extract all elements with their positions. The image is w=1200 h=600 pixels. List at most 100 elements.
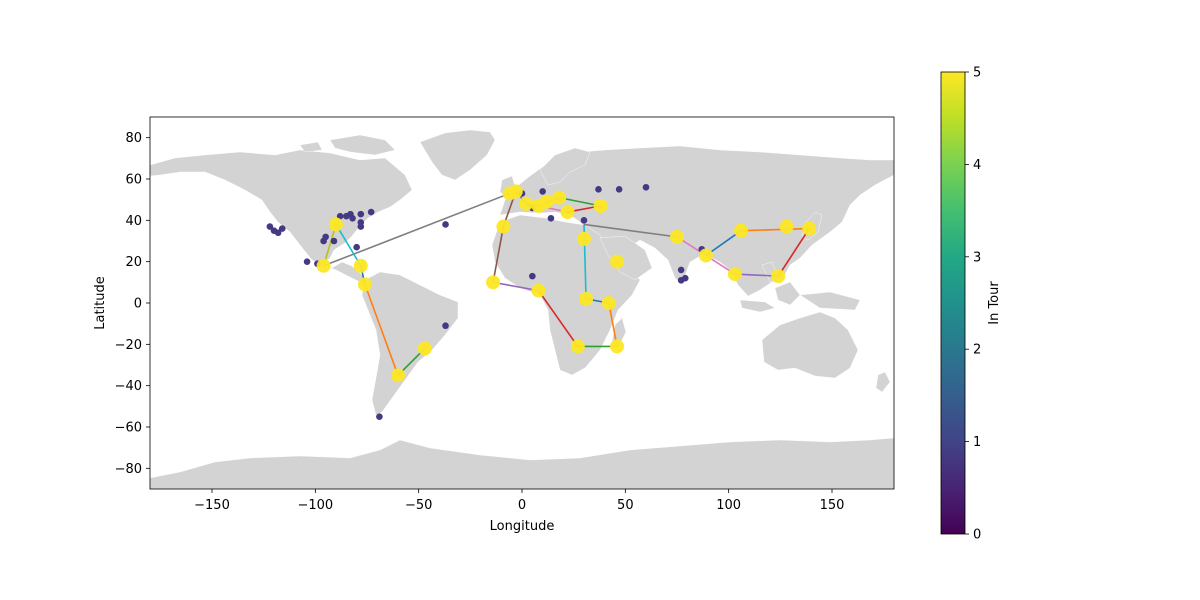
x-tick-label: 0	[518, 498, 526, 513]
colorbar-ticks: 0 1 2 3 4 5	[965, 66, 981, 543]
colorbar-tick-label: 3	[973, 250, 981, 265]
point-in-tour	[560, 205, 575, 220]
point-in-tour	[610, 339, 625, 354]
point-not-in-tour	[539, 188, 546, 195]
point-in-tour	[802, 221, 817, 236]
y-tick-label: 20	[125, 255, 142, 270]
point-not-in-tour	[580, 217, 588, 224]
point-not-in-tour	[615, 186, 623, 193]
tour-segment	[335, 224, 362, 267]
point-in-tour	[519, 196, 534, 211]
y-tick-label: 0	[134, 297, 142, 312]
point-not-in-tour	[442, 322, 449, 330]
point-in-tour	[579, 291, 594, 306]
south-america-landmass	[361, 271, 459, 416]
point-in-tour	[734, 223, 749, 238]
point-in-tour	[357, 277, 372, 292]
y-tick-label: 80	[125, 131, 142, 146]
greenland-landmass	[419, 129, 496, 181]
tour-segment	[741, 227, 810, 232]
point-in-tour	[570, 339, 585, 354]
point-in-tour	[779, 219, 794, 234]
point-in-tour	[417, 341, 432, 356]
tour-segment	[559, 196, 601, 207]
point-in-tour	[508, 184, 523, 199]
point-not-in-tour	[266, 223, 274, 230]
arabia-landmass	[599, 235, 653, 281]
antarctica-landmass	[150, 437, 894, 489]
colorbar-tick-label: 4	[973, 158, 981, 173]
point-not-in-tour	[547, 214, 555, 222]
tour-segment	[777, 228, 810, 277]
x-tick-label: −100	[297, 498, 333, 513]
point-not-in-tour	[442, 221, 449, 228]
colorbar: 0 1 2 3 4 5 In Tour	[940, 66, 1002, 543]
colorbar-tick-label: 1	[973, 435, 981, 450]
point-in-tour	[593, 198, 608, 213]
x-tick-label: −150	[194, 498, 230, 513]
colorbar-label: In Tour	[987, 281, 1002, 325]
x-tick-label: 150	[820, 498, 845, 513]
tour-segment	[364, 284, 399, 376]
point-in-tour	[329, 217, 343, 232]
point-not-in-tour	[376, 413, 383, 420]
point-not-in-tour	[367, 208, 375, 216]
north-america-landmass	[150, 149, 413, 291]
point-not-in-tour	[357, 223, 365, 230]
x-axis-label: Longitude	[490, 519, 555, 534]
point-not-in-tour	[529, 272, 536, 280]
point-in-tour	[771, 269, 786, 284]
y-tick-label: −80	[115, 462, 142, 477]
arctic-islands-landmass	[299, 134, 396, 156]
point-in-tour	[391, 368, 405, 383]
point-not-in-tour	[336, 212, 344, 220]
tour-segment	[705, 230, 742, 257]
point-not-in-tour	[681, 274, 689, 282]
point-not-in-tour	[278, 225, 286, 232]
tour-segment	[608, 302, 618, 347]
tour-segment	[323, 192, 510, 267]
points-in-tour	[316, 184, 817, 383]
point-not-in-tour	[274, 229, 282, 237]
tour-segment	[734, 273, 779, 277]
y-axis-label: Latitude	[93, 276, 108, 330]
point-in-tour	[670, 229, 684, 244]
point-not-in-tour	[357, 210, 365, 218]
x-tick-label: 50	[617, 498, 634, 513]
point-in-tour	[727, 267, 742, 282]
y-tick-label: −60	[115, 421, 142, 436]
x-axis: −150 −100 −50 0 50 100 150	[194, 489, 844, 513]
point-in-tour	[577, 231, 591, 246]
tour-segment	[583, 223, 678, 238]
new-zealand-landmass	[875, 371, 891, 393]
tour-segment	[322, 224, 337, 267]
x-tick-label: 100	[716, 498, 741, 513]
point-in-tour	[353, 258, 368, 273]
point-in-tour	[496, 219, 511, 234]
y-tick-label: −40	[115, 379, 142, 394]
point-not-in-tour	[303, 258, 311, 265]
point-not-in-tour	[349, 214, 356, 222]
point-in-tour	[531, 283, 546, 298]
point-in-tour	[552, 190, 567, 205]
point-not-in-tour	[330, 237, 338, 245]
colorbar-tick-label: 2	[973, 343, 981, 358]
australia-landmass	[761, 311, 859, 379]
y-tick-label: 40	[125, 214, 142, 229]
point-in-tour	[698, 248, 713, 263]
tour-segment	[537, 290, 579, 347]
point-not-in-tour	[642, 183, 650, 191]
y-tick-label: 60	[125, 173, 142, 188]
point-in-tour	[539, 194, 554, 209]
colorbar-tick-label: 5	[973, 66, 981, 81]
point-not-in-tour	[353, 243, 360, 251]
point-in-tour	[610, 254, 625, 269]
colorbar-tick-label: 0	[973, 528, 981, 543]
x-tick-label: −50	[405, 498, 432, 513]
y-axis: −80 −60 −40 −20 0 20 40 60 80	[115, 131, 150, 477]
tour-segment	[492, 281, 539, 292]
point-in-tour	[601, 296, 616, 310]
point-in-tour	[486, 275, 501, 290]
point-not-in-tour	[322, 233, 329, 241]
